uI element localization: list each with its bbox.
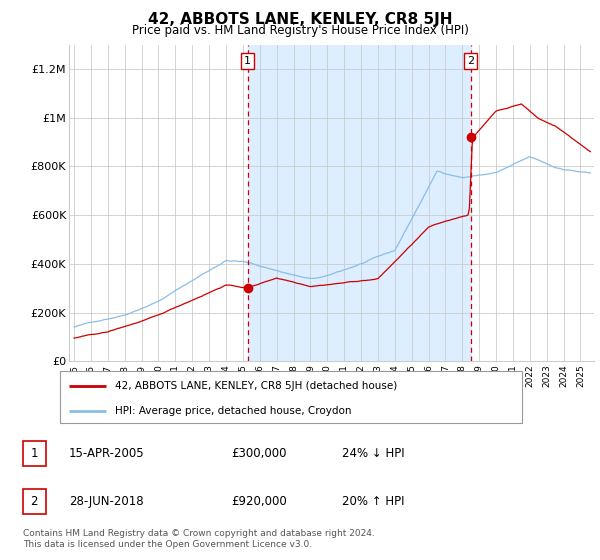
Text: HPI: Average price, detached house, Croydon: HPI: Average price, detached house, Croy… xyxy=(115,407,352,417)
Text: 42, ABBOTS LANE, KENLEY, CR8 5JH: 42, ABBOTS LANE, KENLEY, CR8 5JH xyxy=(148,12,452,27)
FancyBboxPatch shape xyxy=(60,371,522,423)
Text: 1: 1 xyxy=(244,56,251,66)
Text: 28-JUN-2018: 28-JUN-2018 xyxy=(69,494,143,508)
Text: Contains HM Land Registry data © Crown copyright and database right 2024.
This d: Contains HM Land Registry data © Crown c… xyxy=(23,529,374,549)
Text: 1: 1 xyxy=(31,447,38,460)
Text: Price paid vs. HM Land Registry's House Price Index (HPI): Price paid vs. HM Land Registry's House … xyxy=(131,24,469,37)
Text: 42, ABBOTS LANE, KENLEY, CR8 5JH (detached house): 42, ABBOTS LANE, KENLEY, CR8 5JH (detach… xyxy=(115,381,398,391)
Text: £300,000: £300,000 xyxy=(231,447,287,460)
Text: 2: 2 xyxy=(467,56,474,66)
Text: £920,000: £920,000 xyxy=(231,494,287,508)
Text: 2: 2 xyxy=(31,494,38,508)
Text: 24% ↓ HPI: 24% ↓ HPI xyxy=(342,447,404,460)
Bar xyxy=(248,45,470,361)
Text: 20% ↑ HPI: 20% ↑ HPI xyxy=(342,494,404,508)
Text: 15-APR-2005: 15-APR-2005 xyxy=(69,447,145,460)
